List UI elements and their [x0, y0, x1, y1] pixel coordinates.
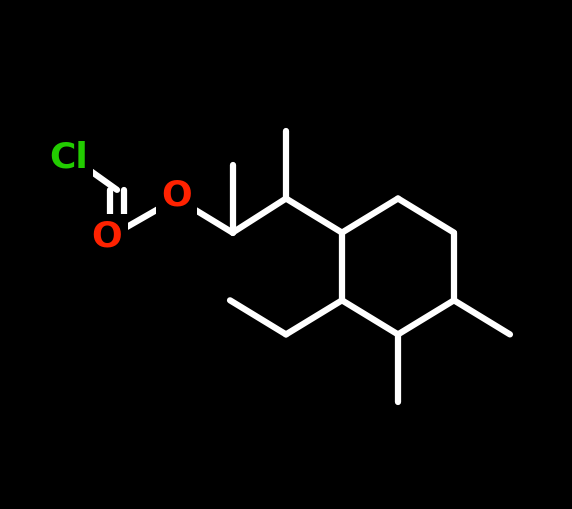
Text: Cl: Cl: [49, 141, 88, 175]
Text: O: O: [92, 220, 122, 253]
Text: O: O: [161, 179, 192, 213]
